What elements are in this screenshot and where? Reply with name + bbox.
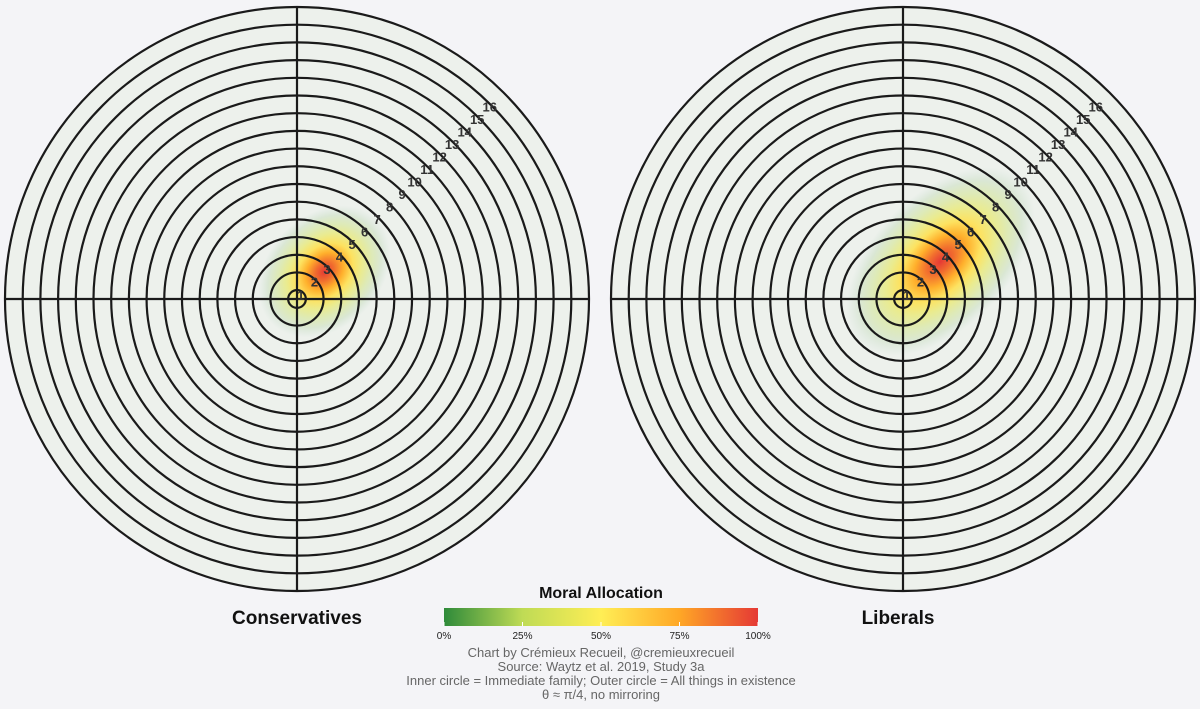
- ring-label: 12: [1038, 149, 1052, 164]
- ring-label: 9: [398, 187, 405, 202]
- ring-label: 4: [336, 249, 344, 264]
- ring-label: 11: [1026, 162, 1040, 177]
- ring-label: 11: [420, 162, 434, 177]
- ring-label: 6: [361, 224, 368, 239]
- ring-label: 5: [954, 237, 961, 252]
- ring-label: 13: [1051, 137, 1065, 152]
- ring-label: 8: [992, 199, 999, 214]
- panel-title-liberals: Liberals: [862, 608, 935, 629]
- panels-layer: 1234567891011121314151612345678910111213…: [3, 5, 1197, 593]
- ring-label: 2: [917, 274, 924, 289]
- ring-label: 16: [1088, 99, 1102, 114]
- caption-credit: Chart by Crémieux Recueil, @cremieuxrecu…: [468, 645, 735, 660]
- colorbar-ticks: 0% 25% 50% 75% 100%: [437, 622, 771, 642]
- ring-label: 14: [1063, 124, 1078, 139]
- colorbar-tick-label: 75%: [669, 631, 689, 642]
- ring-label: 3: [323, 262, 330, 277]
- ring-label: 4: [942, 249, 950, 264]
- colorbar-tick-label: 50%: [591, 631, 611, 642]
- ring-label: 3: [929, 262, 936, 277]
- panel-title-conservatives: Conservatives: [232, 608, 362, 629]
- ring-label: 15: [1076, 112, 1090, 127]
- ring-label: 5: [348, 237, 355, 252]
- caption-theta-note: θ ≈ π/4, no mirroring: [542, 687, 660, 702]
- colorbar-legend: Moral Allocation 0% 25% 50% 75% 100%: [437, 585, 771, 642]
- ring-label: 16: [482, 99, 496, 114]
- ring-label: 10: [407, 174, 421, 189]
- caption-ring-note: Inner circle = Immediate family; Outer c…: [406, 673, 795, 688]
- ring-label: 7: [979, 212, 986, 227]
- ring-label: 8: [386, 199, 393, 214]
- ring-label: 1: [297, 288, 304, 303]
- caption-source: Source: Waytz et al. 2019, Study 3a: [498, 659, 706, 674]
- density-hotspot: [846, 167, 1035, 356]
- ring-label: 12: [432, 149, 446, 164]
- ring-label: 9: [1004, 187, 1011, 202]
- ring-label: 10: [1013, 174, 1027, 189]
- colorbar-title: Moral Allocation: [539, 585, 663, 602]
- ring-label: 13: [445, 137, 459, 152]
- ring-label: 15: [470, 112, 484, 127]
- ring-label: 6: [967, 224, 974, 239]
- ring-label: 1: [903, 288, 910, 303]
- ring-label: 14: [457, 124, 472, 139]
- colorbar-gradient: [444, 608, 758, 626]
- ring-label: 2: [311, 274, 318, 289]
- colorbar-tick-label: 0%: [437, 631, 452, 642]
- ring-label: 7: [373, 212, 380, 227]
- density-field: [846, 167, 1035, 356]
- caption-block: Chart by Crémieux Recueil, @cremieuxrecu…: [406, 645, 795, 702]
- colorbar-tick-label: 100%: [745, 631, 771, 642]
- colorbar-tick-label: 25%: [512, 631, 532, 642]
